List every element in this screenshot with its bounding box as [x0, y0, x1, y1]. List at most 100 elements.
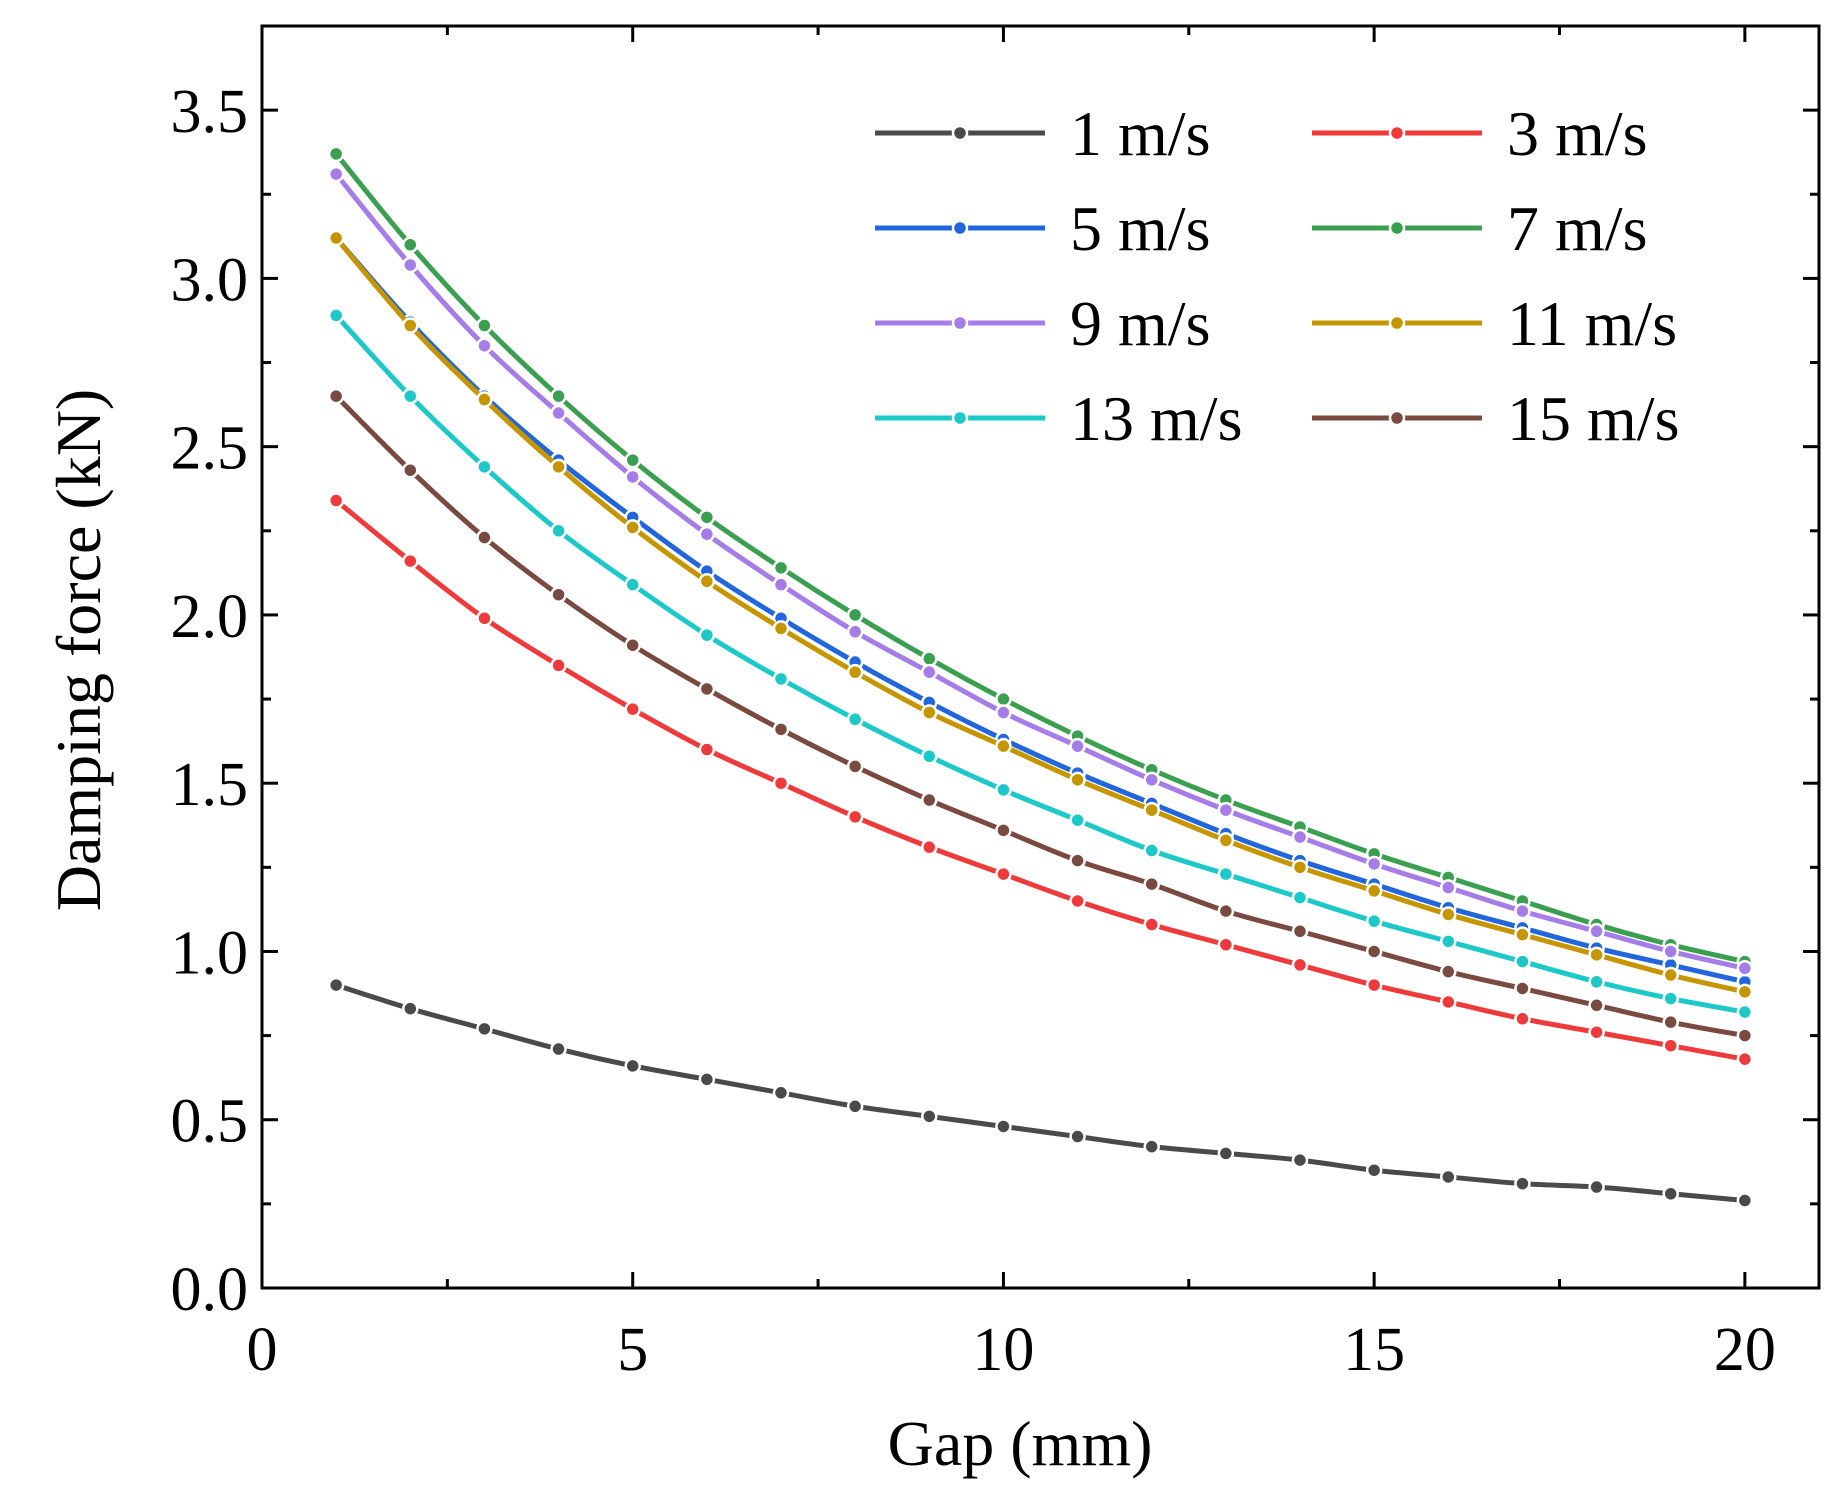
data-point: [327, 492, 345, 509]
data-point: [1514, 1175, 1531, 1192]
data-point: [1365, 943, 1383, 960]
data-point: [1069, 811, 1086, 829]
series-15-m-s: [327, 387, 1754, 1044]
data-point: [995, 737, 1012, 755]
legend-marker: [951, 409, 969, 427]
data-point: [624, 468, 641, 486]
data-point: [1143, 801, 1160, 819]
y-tick-label: 1.0: [171, 919, 249, 987]
data-point: [921, 838, 938, 856]
data-point: [1291, 956, 1309, 974]
series-11-m-s: [327, 229, 1754, 1001]
data-point: [1069, 892, 1086, 910]
data-point: [772, 1084, 790, 1102]
data-point: [846, 663, 864, 681]
data-point: [402, 387, 419, 405]
y-tick-label: 3.5: [171, 78, 249, 146]
data-point: [1662, 966, 1679, 984]
data-point: [1440, 963, 1457, 980]
data-point: [327, 387, 345, 405]
data-point: [1217, 1145, 1235, 1162]
data-point: [1365, 1161, 1383, 1179]
data-point: [550, 522, 567, 540]
data-point: [624, 700, 641, 718]
data-point: [624, 636, 641, 654]
data-point: [1588, 973, 1605, 991]
data-point: [1143, 1138, 1160, 1155]
data-point: [1440, 906, 1457, 923]
data-point: [1365, 976, 1383, 994]
series-13-m-s: [327, 307, 1754, 1021]
data-point: [402, 256, 419, 274]
data-point: [1588, 1023, 1605, 1041]
legend-label: 11 m/s: [1507, 288, 1677, 359]
x-tick-label: 0: [247, 1316, 278, 1384]
data-point: [476, 1020, 493, 1038]
data-point: [1217, 801, 1235, 819]
data-point: [1662, 1185, 1679, 1203]
legend-label: 13 m/s: [1070, 383, 1242, 454]
y-tick-label: 1.5: [171, 751, 249, 819]
legend-label: 3 m/s: [1507, 98, 1647, 169]
data-point: [1217, 865, 1235, 883]
data-point: [698, 680, 716, 698]
data-point: [476, 529, 493, 546]
data-point: [1365, 882, 1383, 900]
data-point: [1588, 946, 1605, 964]
legend-item: 9 m/s: [875, 288, 1210, 359]
data-point: [1291, 828, 1309, 846]
data-point: [1440, 1168, 1457, 1186]
data-point: [624, 576, 641, 593]
data-point: [402, 317, 419, 334]
legend-label: 7 m/s: [1507, 193, 1647, 264]
data-point: [550, 586, 567, 603]
data-point: [698, 525, 716, 543]
data-point: [402, 1000, 419, 1017]
data-point: [1662, 1037, 1679, 1054]
data-point: [698, 741, 716, 758]
data-point: [921, 650, 938, 667]
y-tick-label: 0.5: [171, 1088, 249, 1156]
data-point: [550, 404, 567, 422]
data-point: [327, 165, 345, 183]
y-tick-label: 2.5: [171, 415, 249, 483]
data-point: [1514, 980, 1531, 997]
data-point: [772, 721, 790, 738]
data-point: [1736, 1027, 1754, 1044]
legend-label: 5 m/s: [1070, 193, 1210, 264]
data-point: [995, 690, 1012, 708]
data-point: [921, 704, 938, 721]
data-point: [1365, 912, 1383, 930]
data-point: [402, 236, 419, 253]
data-point: [698, 509, 716, 526]
data-point: [1662, 990, 1679, 1007]
data-point: [1217, 832, 1235, 849]
legend-marker: [1388, 124, 1406, 142]
legend-item: 5 m/s: [875, 193, 1210, 264]
x-tick-label: 15: [1343, 1316, 1405, 1384]
data-point: [624, 519, 641, 536]
data-point: [698, 573, 716, 590]
legend-label: 9 m/s: [1070, 288, 1210, 359]
data-point: [921, 791, 938, 809]
legend-marker: [951, 124, 969, 142]
data-point: [995, 822, 1012, 839]
series-line: [334, 152, 1746, 965]
data-point: [1217, 902, 1235, 920]
data-point: [846, 808, 864, 826]
data-point: [402, 552, 419, 570]
data-point: [1069, 852, 1086, 869]
legend-item: 11 m/s: [1312, 288, 1677, 359]
data-point: [550, 1040, 567, 1058]
data-point: [921, 1108, 938, 1125]
data-point: [550, 458, 567, 476]
y-tick-label: 2.0: [171, 583, 249, 651]
data-point: [1588, 1178, 1605, 1196]
data-point: [846, 1098, 864, 1115]
data-point: [772, 670, 790, 688]
data-point: [1736, 1050, 1754, 1068]
data-point: [995, 704, 1012, 721]
series-line: [335, 982, 1746, 1203]
data-point: [1291, 923, 1309, 940]
